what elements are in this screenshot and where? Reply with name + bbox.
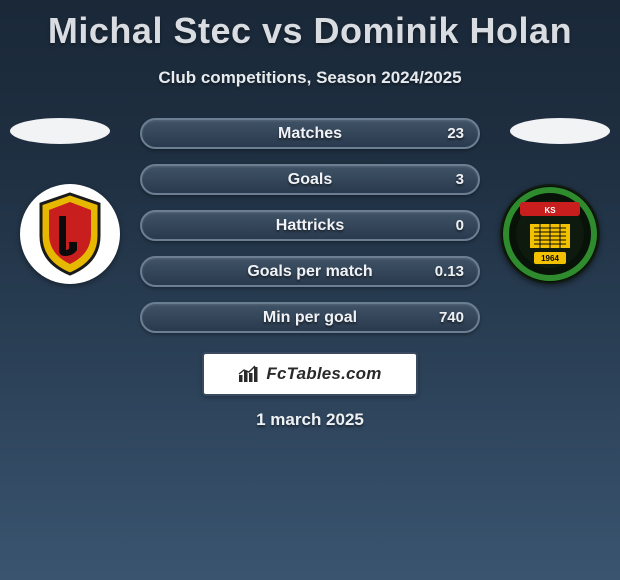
stat-row: Hattricks 0: [140, 210, 480, 241]
stat-label: Matches: [278, 125, 342, 143]
brand-box: FcTables.com: [202, 352, 418, 396]
stat-label: Goals per match: [247, 263, 372, 281]
stat-row: Matches 23: [140, 118, 480, 149]
brand-text: FcTables.com: [266, 364, 381, 384]
page-title: Michal Stec vs Dominik Holan: [0, 0, 620, 52]
svg-text:KS: KS: [544, 206, 556, 215]
date-label: 1 march 2025: [256, 410, 364, 430]
stat-row: Min per goal 740: [140, 302, 480, 333]
player-marker-right: [510, 118, 610, 144]
stat-label: Hattricks: [276, 217, 344, 235]
shield-icon: [35, 192, 105, 276]
club-crest-icon: KS 1964: [500, 184, 600, 284]
stats-list: Matches 23 Goals 3 Hattricks 0 Goals per…: [140, 118, 480, 348]
svg-text:1964: 1964: [541, 254, 559, 263]
page-subtitle: Club competitions, Season 2024/2025: [0, 68, 620, 88]
team-badge-right: KS 1964: [500, 184, 600, 284]
team-badge-left: [20, 184, 120, 284]
stat-value: 3: [456, 171, 464, 188]
stat-row: Goals per match 0.13: [140, 256, 480, 287]
stat-value: 23: [447, 125, 464, 142]
comparison-panel: KS 1964 Matches 23 Goals 3 Hattricks 0 G…: [0, 118, 620, 358]
player-marker-left: [10, 118, 110, 144]
bar-chart-icon: [238, 365, 260, 383]
stat-row: Goals 3: [140, 164, 480, 195]
stat-label: Goals: [288, 171, 332, 189]
stat-value: 0: [456, 217, 464, 234]
stat-value: 740: [439, 309, 464, 326]
stat-label: Min per goal: [263, 309, 357, 327]
stat-value: 0.13: [435, 263, 464, 280]
